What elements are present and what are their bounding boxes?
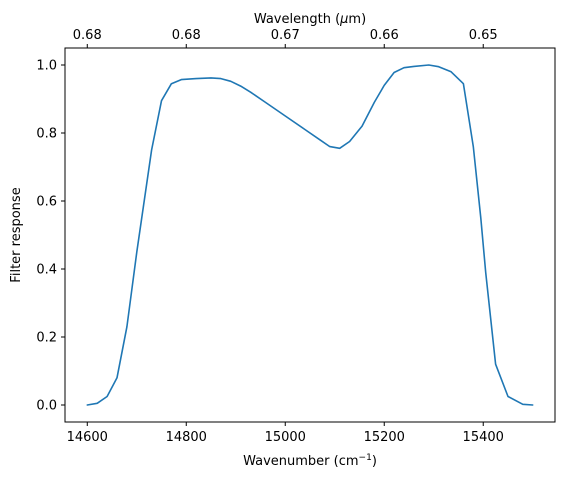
top-tick-label: 0.68: [172, 28, 201, 43]
top-axis-label-main: Wavelength (: [254, 12, 340, 27]
ticks-layer: 14600 14800 15000 15200 15400 0.0 0.2 0.4 0.6 0.8…: [36, 28, 504, 445]
top-tick-label: 0.68: [73, 28, 102, 43]
top-tick-label: 0.67: [271, 28, 300, 43]
x-axis-label-main: Wavenumber (cm: [243, 454, 358, 469]
x-tick-label: 14600: [67, 430, 108, 445]
x-tick-label: 15200: [364, 430, 405, 445]
y-tick-label: 0.2: [36, 331, 57, 346]
top-tick-label: 0.65: [469, 28, 498, 43]
x-axis-label-end: ): [372, 454, 377, 469]
y-tick-label: 0.4: [36, 263, 57, 278]
x-tick-label: 14800: [166, 430, 207, 445]
y-tick-label: 0.8: [36, 127, 57, 142]
x-axis-label-sup: −1: [359, 453, 372, 463]
top-axis-label-end: m): [348, 12, 366, 27]
filter-response-line: [86, 64, 534, 406]
y-axis-label: Filter response: [9, 187, 24, 282]
x-axis-label: Wavenumber (cm−1): [243, 453, 377, 469]
top-axis-label: Wavelength (μm): [254, 12, 366, 27]
plot-frame: [64, 47, 556, 423]
y-tick-label: 0.6: [36, 195, 57, 210]
top-axis-label-mu: μ: [339, 12, 348, 27]
x-tick-label: 15400: [463, 430, 504, 445]
top-tick-label: 0.66: [370, 28, 399, 43]
x-tick-label: 15000: [265, 430, 306, 445]
y-tick-label: 1.0: [36, 59, 57, 74]
line-layer: [86, 64, 534, 406]
y-tick-label: 0.0: [36, 399, 57, 414]
